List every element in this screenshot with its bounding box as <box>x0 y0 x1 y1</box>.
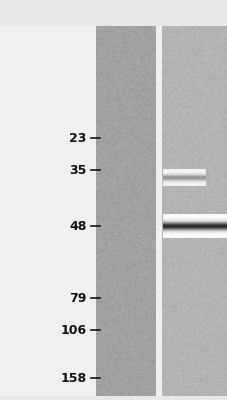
Text: 106: 106 <box>60 324 86 336</box>
Text: 35: 35 <box>69 164 86 176</box>
Bar <box>0 26 95 396</box>
Text: 23: 23 <box>69 132 86 144</box>
Text: 48: 48 <box>69 220 86 232</box>
Text: 158: 158 <box>60 372 86 384</box>
Text: 79: 79 <box>69 292 86 304</box>
Bar <box>0 0 227 26</box>
Bar <box>155 26 161 396</box>
